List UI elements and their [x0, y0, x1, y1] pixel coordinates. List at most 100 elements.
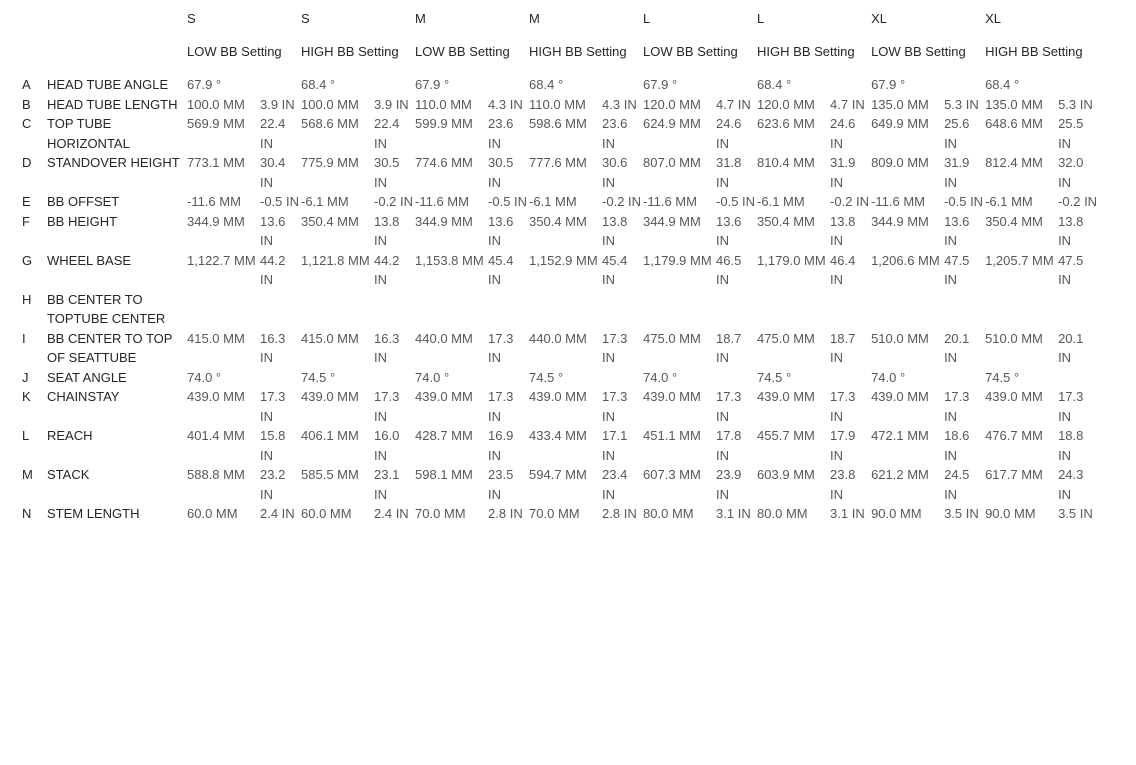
geometry-value-mm: 1,153.8 MM	[415, 252, 484, 268]
geometry-value-in: 3.1 IN	[716, 506, 751, 521]
geometry-value-in	[260, 368, 301, 388]
geometry-value-in	[602, 290, 643, 329]
geometry-value-mm: 585.5 MM	[301, 467, 359, 482]
geometry-value-mm: -11.6 MM	[415, 194, 469, 209]
geometry-value-mm: -6.1 MM	[757, 194, 805, 209]
size-header-5: L	[757, 11, 765, 26]
row-letter: B	[22, 96, 31, 112]
geometry-value-mm: 344.9 MM	[415, 213, 473, 229]
row-label: CHAINSTAY	[47, 389, 120, 404]
geometry-value-in	[716, 290, 757, 329]
geometry-value-in: 25.6 IN	[944, 116, 970, 151]
geometry-value-mm: 350.4 MM	[757, 213, 815, 229]
geometry-value-mm: 428.7 MM	[415, 428, 473, 443]
size-header-4: L	[643, 11, 651, 26]
bb-setting-header-7: HIGH BB Setting	[985, 43, 1083, 59]
row-label: TOP TUBE HORIZONTAL	[47, 116, 130, 151]
geometry-value-mm: 439.0 MM	[871, 389, 929, 404]
row-label: BB HEIGHT	[47, 213, 118, 229]
row-letter: L	[22, 428, 30, 443]
geometry-value-mm: 807.0 MM	[643, 155, 701, 170]
bb-setting-header-6: LOW BB Setting	[871, 43, 966, 59]
geometry-value-mm: 120.0 MM	[757, 96, 815, 112]
geometry-value-in	[602, 75, 643, 95]
row-letter: H	[22, 291, 32, 307]
geometry-value-in: 18.7 IN	[830, 330, 856, 366]
geometry-value-mm: 100.0 MM	[187, 96, 245, 112]
geometry-value-mm: 439.0 MM	[529, 389, 587, 404]
geometry-value-in	[716, 368, 757, 388]
geometry-value-in: 13.8 IN	[1058, 213, 1084, 249]
size-header-0: S	[187, 11, 196, 26]
geometry-value-in: 4.7 IN	[716, 96, 751, 112]
geometry-value-mm: -11.6 MM	[871, 194, 925, 209]
geometry-value-in: 32.0 IN	[1058, 155, 1084, 190]
geometry-row-G: G WHEEL BASE 1,122.7 MM 44.2 IN 1,121.8 MM 44…	[22, 251, 1099, 290]
geometry-value-mm: 623.6 MM	[757, 116, 815, 131]
geometry-value-in: 31.9 IN	[830, 155, 856, 190]
geometry-value-in: 16.3 IN	[374, 330, 400, 366]
geometry-value-in: 23.6 IN	[488, 116, 514, 151]
geometry-value-mm: 568.6 MM	[301, 116, 359, 131]
geometry-value-in	[1058, 75, 1099, 95]
geometry-value-in: 17.3 IN	[374, 389, 400, 424]
geometry-value-mm: 588.8 MM	[187, 467, 245, 482]
row-letter: K	[22, 389, 31, 404]
geometry-value-mm: 350.4 MM	[529, 213, 587, 229]
geometry-value-mm: 809.0 MM	[871, 155, 929, 170]
geometry-value-mm: 110.0 MM	[415, 96, 472, 112]
geometry-value-in	[260, 75, 301, 95]
geometry-value-in: 20.1 IN	[1058, 330, 1084, 366]
row-label: WHEEL BASE	[47, 252, 132, 268]
geometry-value-mm: 406.1 MM	[301, 428, 359, 443]
geometry-value-in: 17.3 IN	[944, 389, 970, 424]
geometry-value-in	[488, 368, 529, 388]
geometry-value-in: 3.1 IN	[830, 506, 865, 521]
geometry-value-in: 16.9 IN	[488, 428, 514, 463]
geometry-value-in: -0.2 IN	[1058, 194, 1098, 209]
geometry-value-mm: 74.0 °	[187, 369, 222, 385]
geometry-value-mm: 68.4 °	[301, 77, 336, 92]
row-label: HEAD TUBE LENGTH	[47, 96, 178, 112]
geometry-value-in: 47.5 IN	[944, 252, 970, 288]
geometry-value-in: -0.2 IN	[374, 194, 414, 209]
geometry-value-mm	[985, 290, 1058, 329]
geometry-value-in: 23.2 IN	[260, 467, 286, 502]
setting-header-spacer	[22, 42, 187, 76]
geometry-value-mm: 74.5 °	[301, 369, 336, 385]
geometry-value-mm: 812.4 MM	[985, 155, 1043, 170]
geometry-value-mm: 67.9 °	[871, 77, 906, 92]
geometry-value-in: 45.4 IN	[602, 252, 628, 288]
geometry-value-mm: 80.0 MM	[643, 506, 694, 521]
bb-setting-header-2: LOW BB Setting	[415, 43, 510, 59]
geometry-value-in: 22.4 IN	[260, 116, 286, 151]
geometry-value-in: 5.3 IN	[944, 96, 979, 112]
geometry-value-mm: 777.6 MM	[529, 155, 587, 170]
geometry-value-mm: 607.3 MM	[643, 467, 701, 482]
geometry-value-mm: 60.0 MM	[187, 506, 238, 521]
geometry-value-mm: 594.7 MM	[529, 467, 587, 482]
geometry-row-A: A HEAD TUBE ANGLE 67.9 ° 68.4 ° 67.9 ° 68.4 °…	[22, 75, 1099, 95]
geometry-value-mm: 510.0 MM	[871, 330, 929, 346]
geometry-value-mm: 135.0 MM	[985, 96, 1043, 112]
geometry-value-in: 23.1 IN	[374, 467, 400, 502]
geometry-value-mm: 60.0 MM	[301, 506, 352, 521]
geometry-value-in	[830, 368, 871, 388]
geometry-value-mm: 1,122.7 MM	[187, 252, 256, 268]
geometry-value-in: 15.8 IN	[260, 428, 286, 463]
geometry-value-mm: 1,152.9 MM	[529, 252, 598, 268]
row-letter: G	[22, 252, 33, 268]
geometry-value-mm: 433.4 MM	[529, 428, 587, 443]
geometry-value-mm: 100.0 MM	[301, 96, 359, 112]
geometry-value-in	[488, 290, 529, 329]
size-header-6: XL	[871, 11, 887, 26]
geometry-value-in: 2.4 IN	[260, 506, 295, 521]
geometry-value-mm: 475.0 MM	[757, 330, 815, 346]
geometry-value-mm: -11.6 MM	[187, 194, 241, 209]
geometry-value-mm: 344.9 MM	[643, 213, 701, 229]
geometry-value-mm: 1,206.6 MM	[871, 252, 940, 268]
geometry-value-mm: 120.0 MM	[643, 96, 701, 112]
geometry-value-mm: 67.9 °	[187, 77, 222, 92]
geometry-page: S S M M L L XL XL LOW BB Setting HIGH BB Setting…	[22, 11, 1099, 521]
geometry-value-mm: 70.0 MM	[415, 506, 466, 521]
